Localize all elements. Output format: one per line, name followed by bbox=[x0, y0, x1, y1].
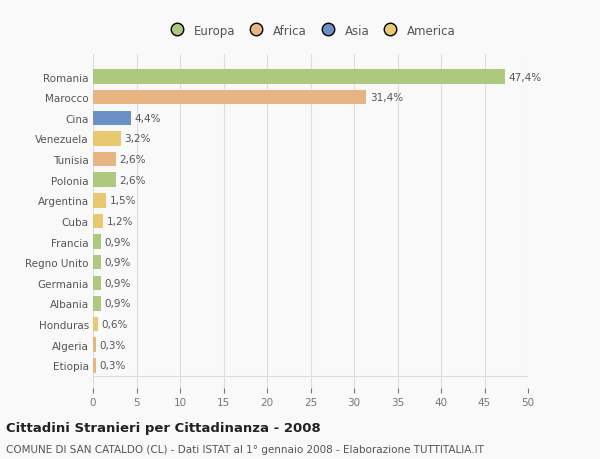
Bar bbox=[93, 276, 101, 291]
Bar bbox=[93, 297, 101, 311]
Text: 4,4%: 4,4% bbox=[135, 113, 161, 123]
Text: 47,4%: 47,4% bbox=[509, 73, 542, 83]
Text: 3,2%: 3,2% bbox=[124, 134, 151, 144]
Bar bbox=[93, 235, 101, 249]
Text: 1,2%: 1,2% bbox=[107, 217, 133, 226]
Bar bbox=[93, 338, 95, 352]
Legend: Europa, Africa, Asia, America: Europa, Africa, Asia, America bbox=[162, 21, 459, 41]
Text: 0,9%: 0,9% bbox=[104, 237, 131, 247]
Bar bbox=[93, 255, 101, 270]
Text: COMUNE DI SAN CATALDO (CL) - Dati ISTAT al 1° gennaio 2008 - Elaborazione TUTTIT: COMUNE DI SAN CATALDO (CL) - Dati ISTAT … bbox=[6, 444, 484, 454]
Bar bbox=[93, 152, 116, 167]
Text: 0,6%: 0,6% bbox=[102, 319, 128, 330]
Text: 2,6%: 2,6% bbox=[119, 175, 146, 185]
Bar bbox=[93, 70, 505, 84]
Bar bbox=[93, 173, 116, 188]
Bar bbox=[93, 132, 121, 146]
Text: 1,5%: 1,5% bbox=[110, 196, 136, 206]
Text: 0,9%: 0,9% bbox=[104, 278, 131, 288]
Bar bbox=[93, 112, 131, 126]
Text: 0,9%: 0,9% bbox=[104, 257, 131, 268]
Text: 0,3%: 0,3% bbox=[99, 360, 125, 370]
Text: 0,9%: 0,9% bbox=[104, 299, 131, 309]
Text: Cittadini Stranieri per Cittadinanza - 2008: Cittadini Stranieri per Cittadinanza - 2… bbox=[6, 421, 321, 434]
Bar bbox=[93, 358, 95, 373]
Bar bbox=[93, 194, 106, 208]
Text: 2,6%: 2,6% bbox=[119, 155, 146, 165]
Bar bbox=[93, 317, 98, 331]
Text: 31,4%: 31,4% bbox=[370, 93, 403, 103]
Bar bbox=[93, 214, 103, 229]
Text: 0,3%: 0,3% bbox=[99, 340, 125, 350]
Bar bbox=[93, 91, 366, 105]
